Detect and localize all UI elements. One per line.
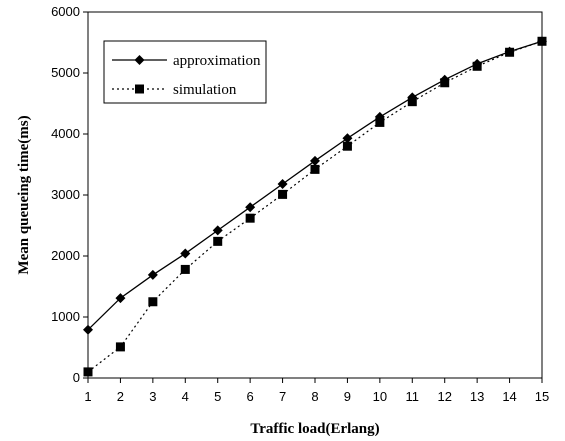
legend-label-approximation: approximation bbox=[173, 53, 261, 69]
x-tick-label: 6 bbox=[247, 389, 254, 404]
y-tick-label: 0 bbox=[73, 370, 80, 385]
simulation-point bbox=[342, 141, 352, 151]
y-tick-label: 5000 bbox=[51, 65, 80, 80]
series-simulation bbox=[83, 36, 547, 377]
y-tick-label: 2000 bbox=[51, 248, 80, 263]
approximation-point bbox=[277, 179, 288, 190]
x-tick-label: 5 bbox=[214, 389, 221, 404]
simulation-point bbox=[180, 264, 190, 274]
approximation-point bbox=[212, 225, 223, 236]
series-layer bbox=[83, 36, 547, 377]
y-axis: 0 1000 2000 3000 4000 5000 6000 bbox=[51, 4, 88, 385]
approximation-point bbox=[342, 133, 353, 144]
legend: approximation simulation bbox=[103, 40, 267, 104]
x-tick-label: 8 bbox=[311, 389, 318, 404]
y-axis-title: Mean queueing time(ms) bbox=[16, 115, 32, 274]
approximation-point bbox=[115, 293, 126, 304]
approximation-point bbox=[310, 155, 320, 166]
simulation-point bbox=[537, 36, 547, 46]
approximation-point bbox=[83, 324, 93, 335]
x-tick-label: 1 bbox=[84, 389, 91, 404]
x-tick-label: 9 bbox=[344, 389, 351, 404]
simulation-point bbox=[148, 297, 158, 307]
legend-box bbox=[103, 40, 267, 104]
x-axis: 1 2 3 4 5 6 7 8 9 10 11 12 13 14 15 bbox=[84, 378, 549, 404]
x-tick-label: 3 bbox=[149, 389, 156, 404]
simulation-point bbox=[278, 189, 288, 199]
x-tick-label: 14 bbox=[502, 389, 516, 404]
simulation-point bbox=[472, 61, 482, 71]
y-tick-label: 6000 bbox=[51, 4, 80, 19]
x-tick-label: 12 bbox=[437, 389, 451, 404]
simulation-point bbox=[375, 117, 385, 127]
legend-marker-approximation bbox=[134, 55, 145, 65]
simulation-point bbox=[407, 97, 417, 107]
approximation-point bbox=[147, 269, 158, 280]
x-tick-label: 4 bbox=[182, 389, 189, 404]
y-tick-label: 3000 bbox=[51, 187, 80, 202]
x-tick-label: 7 bbox=[279, 389, 286, 404]
approximation-point bbox=[245, 202, 256, 213]
approximation-point bbox=[180, 248, 191, 259]
simulation-point bbox=[83, 367, 93, 377]
simulation-point bbox=[245, 213, 255, 223]
y-tick-label: 1000 bbox=[51, 309, 80, 324]
y-tick-label: 4000 bbox=[51, 126, 80, 141]
x-tick-label: 2 bbox=[117, 389, 124, 404]
simulation-point bbox=[213, 236, 223, 246]
x-tick-label: 10 bbox=[373, 389, 387, 404]
x-tick-label: 13 bbox=[470, 389, 484, 404]
simulation-point bbox=[310, 164, 320, 174]
x-axis-title: Traffic load(Erlang) bbox=[250, 421, 379, 437]
legend-marker-simulation bbox=[135, 84, 144, 94]
x-tick-label: 15 bbox=[535, 389, 549, 404]
legend-label-simulation: simulation bbox=[173, 82, 237, 98]
simulation-point bbox=[505, 47, 515, 57]
x-tick-label: 11 bbox=[406, 389, 420, 404]
simulation-point bbox=[115, 342, 125, 352]
simulation-point bbox=[440, 78, 450, 88]
